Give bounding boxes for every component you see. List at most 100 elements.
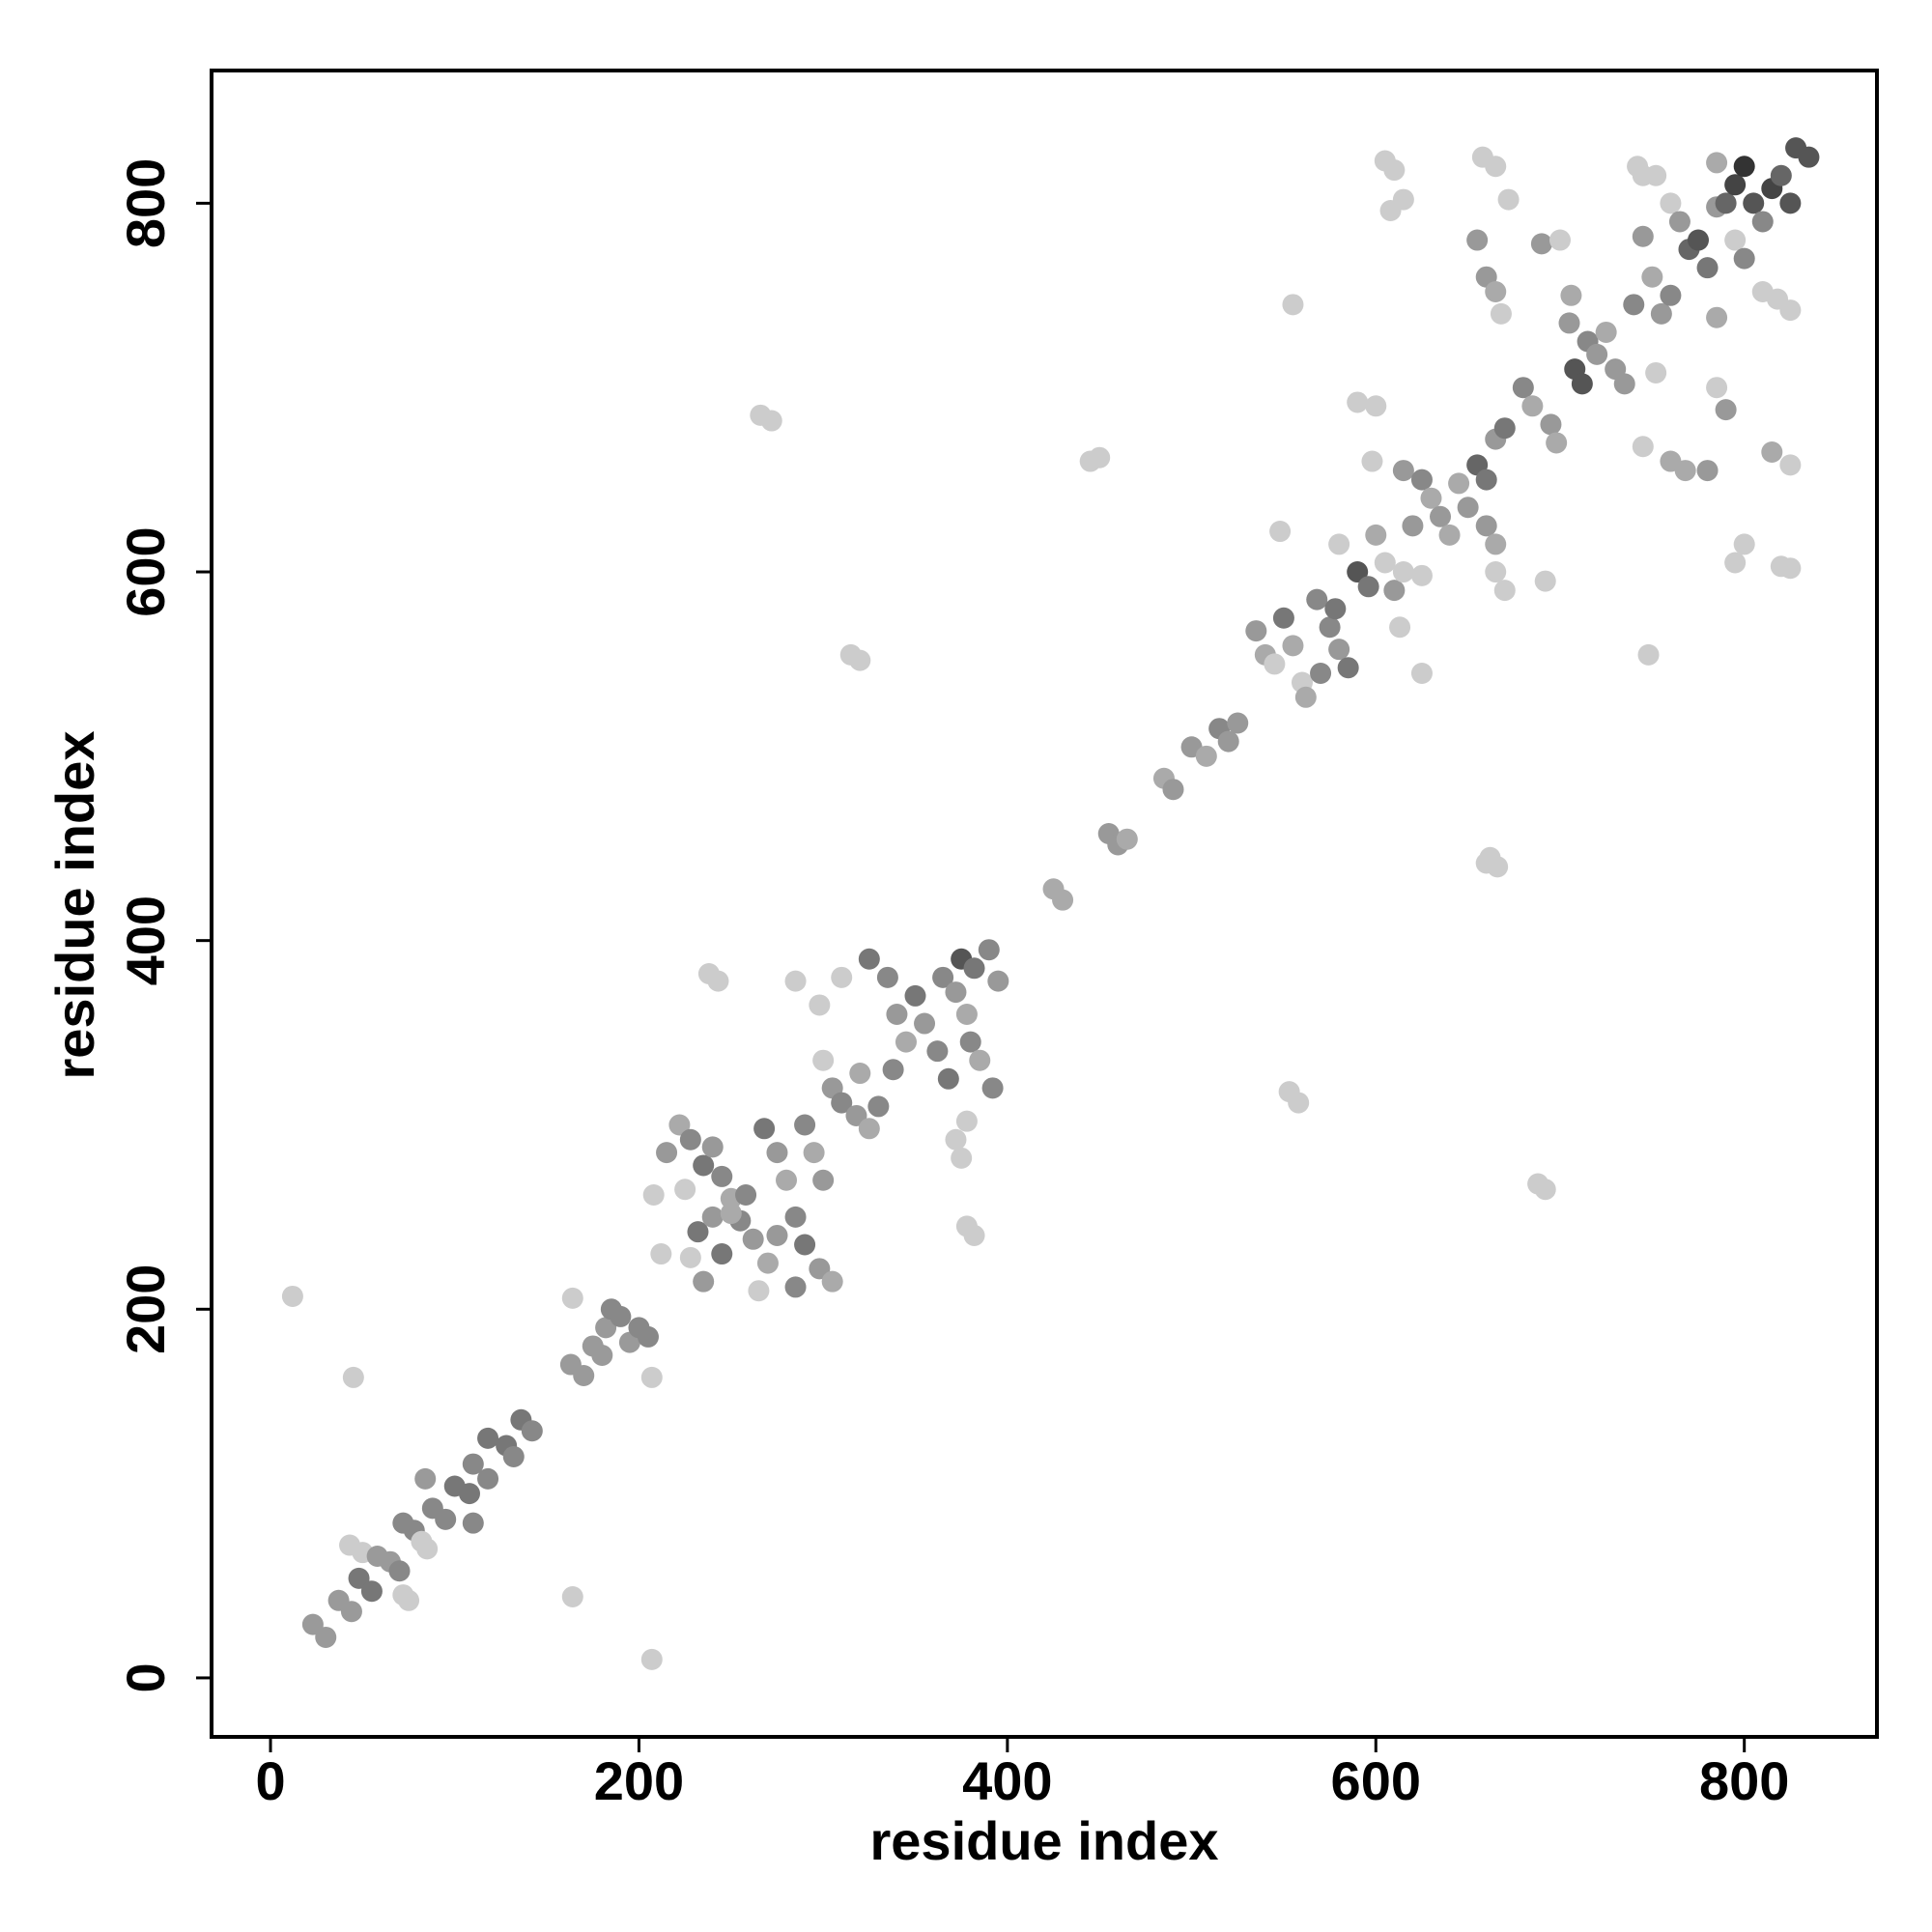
point — [1357, 576, 1379, 598]
point — [886, 1003, 908, 1025]
point — [693, 1270, 715, 1293]
point — [1743, 192, 1765, 214]
point — [1392, 460, 1414, 482]
point — [591, 1345, 613, 1367]
point — [1770, 164, 1792, 186]
point — [388, 1560, 411, 1582]
point — [1613, 373, 1635, 395]
point — [1779, 454, 1802, 476]
point — [809, 1258, 831, 1280]
point — [1558, 312, 1580, 334]
point — [1706, 306, 1728, 328]
point — [561, 1585, 583, 1607]
point — [693, 1154, 715, 1177]
point — [642, 1183, 665, 1206]
point — [876, 966, 898, 988]
point — [1724, 174, 1747, 196]
y-tick-label: 600 — [115, 526, 176, 616]
point — [1490, 302, 1512, 325]
point — [414, 1467, 437, 1490]
point — [1637, 643, 1660, 666]
point — [1410, 662, 1433, 684]
point — [315, 1626, 337, 1648]
point — [809, 994, 831, 1016]
point — [932, 966, 954, 988]
point — [845, 1104, 867, 1126]
point — [1798, 146, 1820, 168]
point — [477, 1427, 499, 1449]
point — [1475, 852, 1497, 874]
point — [1264, 653, 1286, 675]
point — [360, 1580, 383, 1603]
point — [831, 966, 853, 988]
point — [1328, 639, 1350, 661]
point — [1319, 616, 1341, 639]
point — [1595, 321, 1617, 343]
point — [1306, 588, 1328, 611]
y-tick-label: 0 — [115, 1662, 176, 1692]
point — [776, 1169, 798, 1191]
point — [1337, 657, 1359, 679]
point — [462, 1512, 484, 1534]
point — [1347, 391, 1369, 413]
point — [1217, 730, 1239, 753]
point — [831, 1092, 853, 1114]
point — [1493, 417, 1516, 440]
point — [784, 1206, 807, 1228]
point — [1485, 533, 1507, 555]
point — [711, 1165, 733, 1187]
point — [1779, 192, 1802, 214]
point — [951, 1147, 973, 1169]
point — [849, 649, 871, 671]
point — [398, 1589, 420, 1611]
point — [1383, 580, 1406, 602]
point — [1227, 712, 1249, 734]
point — [1347, 561, 1369, 583]
point — [458, 1483, 480, 1505]
point — [1365, 524, 1387, 546]
point — [849, 1063, 871, 1085]
point — [650, 1243, 672, 1265]
point — [1288, 1092, 1310, 1114]
point — [1706, 377, 1728, 399]
point — [1761, 440, 1783, 463]
point — [1733, 156, 1755, 178]
point — [1715, 399, 1737, 421]
point — [858, 948, 880, 970]
point — [987, 970, 1009, 992]
point — [955, 1003, 978, 1025]
point — [1269, 521, 1292, 543]
point — [462, 1453, 484, 1475]
point — [742, 1228, 764, 1250]
point — [812, 1049, 835, 1071]
point — [1383, 159, 1406, 182]
point — [1392, 561, 1414, 583]
point — [1645, 164, 1667, 186]
point — [1660, 284, 1682, 306]
x-tick-label: 600 — [1331, 1750, 1421, 1811]
point — [1660, 192, 1682, 214]
point — [1379, 200, 1402, 222]
point — [1475, 469, 1497, 491]
point — [342, 1366, 364, 1388]
point — [610, 1305, 632, 1327]
point — [1641, 266, 1663, 288]
point — [668, 1114, 691, 1136]
point — [1493, 580, 1516, 602]
point — [821, 1270, 843, 1293]
point — [1272, 607, 1294, 629]
point — [1485, 561, 1507, 583]
point — [969, 1049, 991, 1071]
point — [1546, 432, 1568, 454]
point — [1402, 515, 1424, 537]
point — [687, 1221, 709, 1243]
point — [1706, 152, 1728, 174]
point — [573, 1364, 595, 1386]
point — [794, 1234, 816, 1256]
point — [640, 1366, 663, 1388]
y-tick-label: 800 — [115, 158, 176, 248]
point — [945, 981, 967, 1004]
point — [978, 939, 1000, 961]
point — [1361, 450, 1383, 472]
